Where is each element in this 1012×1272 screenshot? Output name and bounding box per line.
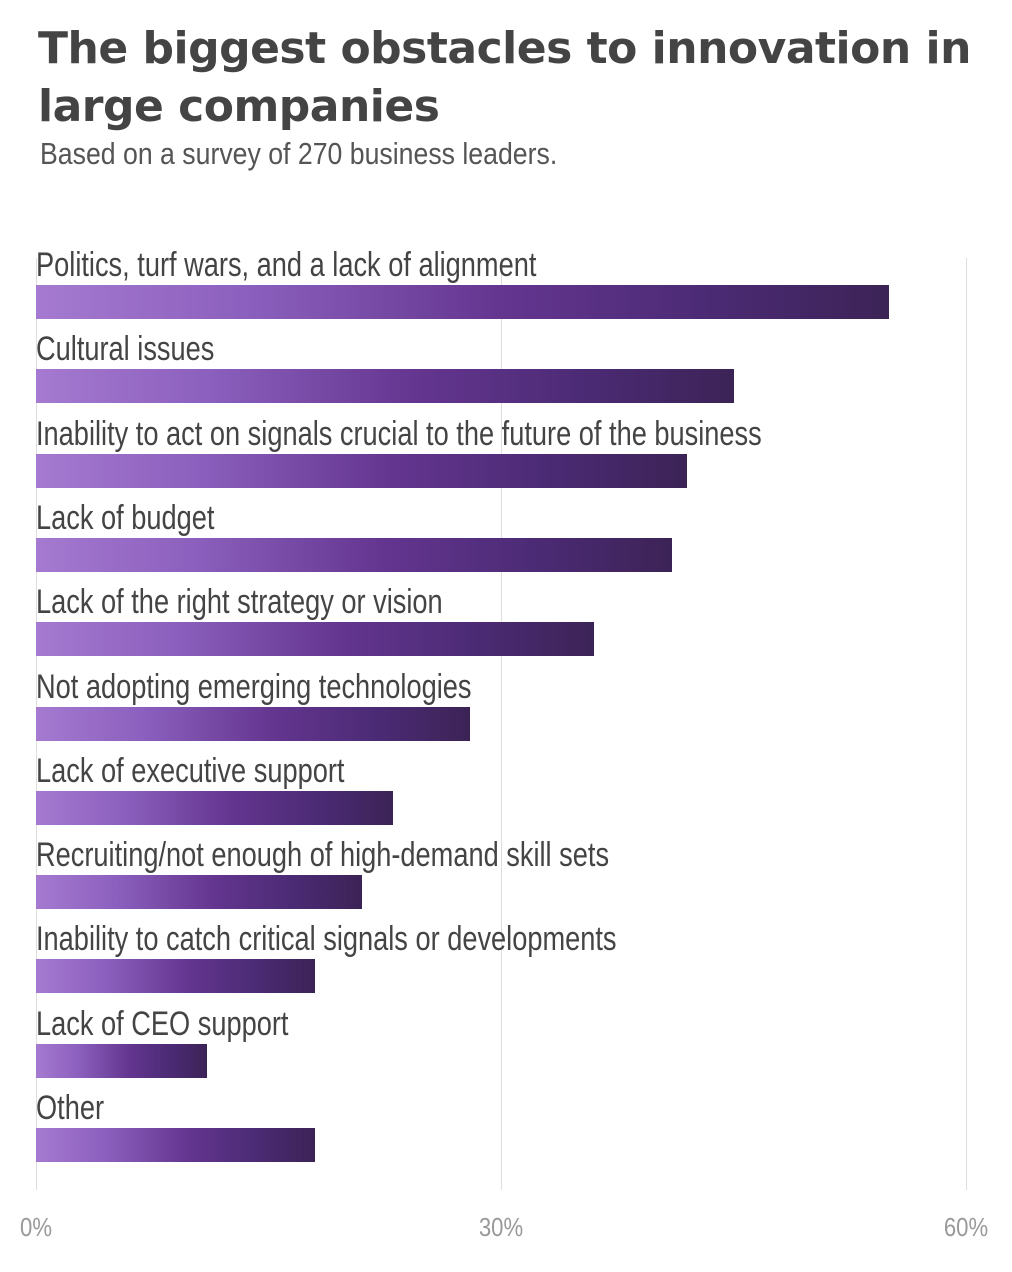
- bar: [36, 285, 889, 319]
- category-label: Cultural issues: [36, 330, 215, 369]
- category-label: Lack of executive support: [36, 751, 345, 790]
- x-tick-label: 0%: [20, 1212, 52, 1242]
- bar: [36, 369, 734, 404]
- gridline: [501, 258, 502, 1190]
- category-label: Recruiting/not enough of high-demand ski…: [36, 836, 610, 875]
- x-tick-label: 30%: [478, 1212, 524, 1242]
- gridline: [966, 258, 967, 1190]
- category-label: Lack of budget: [36, 498, 215, 537]
- chart-title: The biggest obstacles to innovation in l…: [38, 23, 971, 132]
- bar: [36, 959, 315, 994]
- bar: [36, 706, 470, 741]
- bar: [36, 1043, 207, 1078]
- category-label: Lack of the right strategy or vision: [36, 583, 443, 622]
- bar: [36, 537, 672, 572]
- category-label: Not adopting emerging technologies: [36, 667, 472, 706]
- category-label: Other: [36, 1089, 105, 1127]
- bar: [36, 875, 362, 910]
- bar: [36, 622, 594, 657]
- category-label: Inability to catch critical signals or d…: [36, 920, 617, 959]
- category-label: Politics, turf wars, and a lack of align…: [36, 246, 537, 284]
- category-label: Lack of CEO support: [36, 1004, 289, 1043]
- bar: [36, 453, 687, 488]
- x-tick-label: 60%: [943, 1212, 989, 1242]
- category-label: Inability to act on signals crucial to t…: [36, 414, 762, 453]
- chart-subtitle: Based on a survey of 270 business leader…: [40, 136, 558, 171]
- bar: [36, 1128, 315, 1162]
- bar: [36, 790, 393, 825]
